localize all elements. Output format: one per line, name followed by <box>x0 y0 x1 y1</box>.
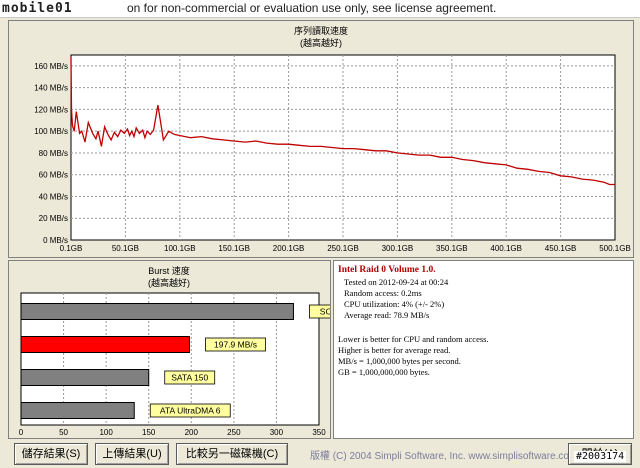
burst-chart-subtitle: (越高越好) <box>148 277 190 288</box>
mobile01-logo: mobile01 <box>2 1 73 16</box>
y-tick-label: 40 MB/s <box>39 192 68 201</box>
bar-x-tick-label: 350 <box>312 428 326 437</box>
note-gb-definition: GB = 1,000,000,000 bytes. <box>338 367 430 377</box>
burst-bar <box>20 336 190 353</box>
transfer-rate-line <box>70 57 615 186</box>
x-tick-label: 0.1GB <box>60 244 83 253</box>
bar-x-tick-label: 150 <box>142 428 156 437</box>
burst-bar-label: 197.9 MB/s <box>214 340 257 350</box>
license-notice: on for non-commercial or evaluation use … <box>127 1 497 15</box>
watermark-id: #2003174 <box>574 451 627 462</box>
y-tick-label: 100 MB/s <box>34 127 68 136</box>
burst-bar <box>20 369 150 386</box>
transfer-rate-chart: 序列讀取速度 (越高越好) 0 MB/s 20 MB/s 40 MB/s 60 MB/… <box>34 25 631 253</box>
drive-name: Intel Raid 0 Volume 1.0. <box>338 265 436 275</box>
burst-bar-label: SATA 150 <box>171 373 208 383</box>
test-info-panel: Intel Raid 0 Volume 1.0. Tested on 2012-… <box>333 260 634 439</box>
x-tick-label: 400.1GB <box>490 244 522 253</box>
random-access: Random access: 0.2ms <box>344 288 422 298</box>
bar-x-tick-label: 250 <box>227 428 241 437</box>
transfer-rate-panel: 序列讀取速度 (越高越好) 0 MB/s 20 MB/s 40 MB/s 60 MB/… <box>8 20 634 258</box>
y-tick-label: 60 MB/s <box>39 171 68 180</box>
average-read: Average read: 78.9 MB/s <box>344 310 430 320</box>
y-tick-label: 20 MB/s <box>39 214 68 223</box>
burst-bar <box>20 402 135 419</box>
x-tick-label: 450.1GB <box>545 244 577 253</box>
y-tick-label: 140 MB/s <box>34 84 68 93</box>
y-tick-label: 120 MB/s <box>34 105 68 114</box>
note-higher-better: Higher is better for average read. <box>338 345 451 355</box>
x-tick-label: 350.1GB <box>436 244 468 253</box>
save-results-button[interactable]: 儲存結果(S) <box>14 443 88 465</box>
x-tick-label: 50.1GB <box>112 244 139 253</box>
y-tick-label: 160 MB/s <box>34 62 68 71</box>
burst-bar <box>20 303 294 320</box>
bar-x-tick-label: 300 <box>270 428 284 437</box>
transfer-chart-title: 序列讀取速度 <box>294 25 348 36</box>
logo-text: mobile01 <box>2 1 73 16</box>
note-mbs-definition: MB/s = 1,000,000 bytes per second. <box>338 356 461 366</box>
y-tick-label: 0 MB/s <box>43 236 68 245</box>
x-tick-label: 100.1GB <box>164 244 196 253</box>
burst-bar-label: SCSI Ultra320 <box>320 307 330 317</box>
cpu-utilization: CPU utilization: 4% (+/- 2%) <box>344 299 445 309</box>
y-tick-label: 80 MB/s <box>39 149 68 158</box>
license-banner: mobile01 on for non-commercial or evalua… <box>0 0 640 18</box>
burst-chart-title: Burst 速度 <box>148 265 190 276</box>
burst-rate-panel: Burst 速度 (越高越好) SCSI Ultra320 197.9 MB/s S… <box>8 260 385 439</box>
burst-rate-chart: Burst 速度 (越高越好) SCSI Ultra320 197.9 MB/s S… <box>19 265 385 437</box>
tested-date: Tested on 2012-09-24 at 00:24 <box>344 277 449 287</box>
upload-results-button[interactable]: 上傳結果(U) <box>95 443 169 465</box>
burst-bar-label-box <box>164 370 216 385</box>
bar-x-tick-label: 0 <box>19 428 24 437</box>
x-tick-label: 300.1GB <box>382 244 414 253</box>
note-lower-better: Lower is better for CPU and random acces… <box>338 334 489 344</box>
bar-x-tick-label: 50 <box>59 428 68 437</box>
burst-bar-label-box <box>205 337 266 352</box>
bar-x-tick-label: 100 <box>99 428 113 437</box>
x-tick-label: 500.1GB <box>599 244 631 253</box>
burst-bar-label-box <box>149 403 231 418</box>
x-tick-label: 200.1GB <box>273 244 305 253</box>
compare-drive-button[interactable]: 比較另一磁碟機(C) <box>176 443 288 465</box>
burst-bar-label: ATA UltraDMA 6 <box>160 406 221 416</box>
copyright-text: 版權 (C) 2004 Simpli Software, Inc. www.si… <box>310 451 578 462</box>
x-tick-label: 150.1GB <box>218 244 250 253</box>
bar-x-tick-label: 200 <box>185 428 199 437</box>
transfer-chart-subtitle: (越高越好) <box>300 37 342 48</box>
x-tick-label: 250.1GB <box>327 244 359 253</box>
